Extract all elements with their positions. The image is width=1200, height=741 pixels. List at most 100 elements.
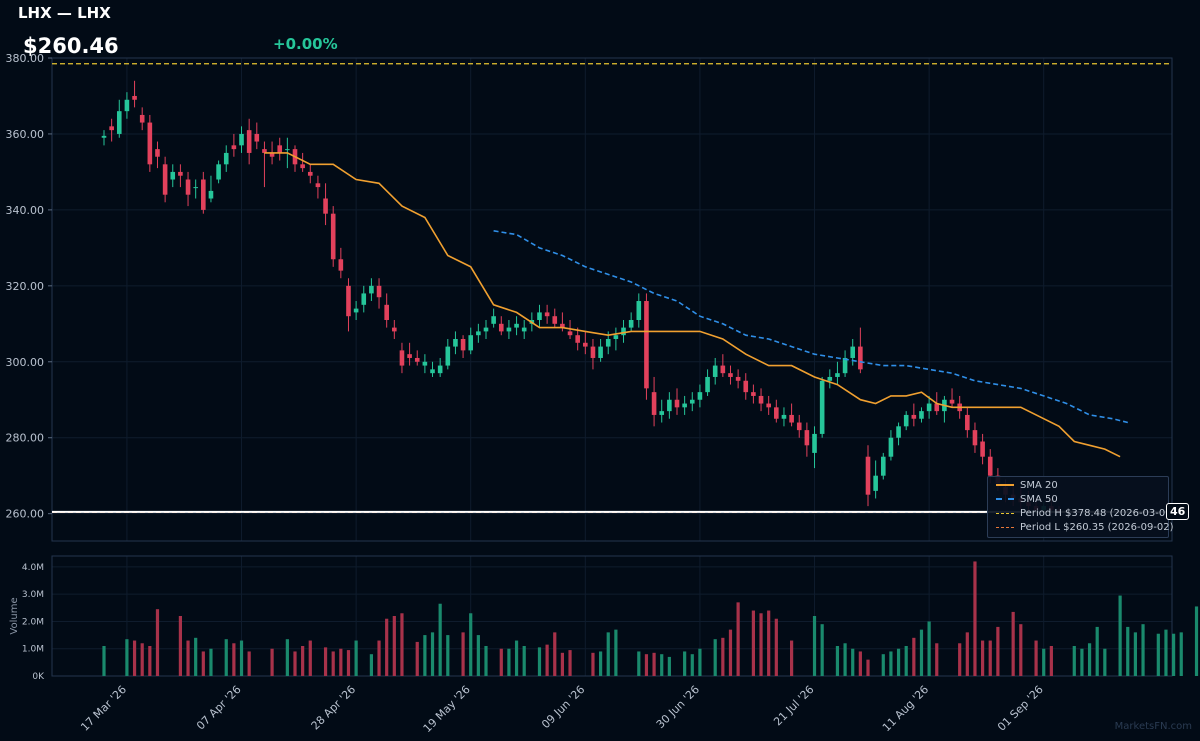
candle-body <box>605 338 611 347</box>
candle <box>667 392 672 419</box>
candle <box>491 308 496 328</box>
candle <box>758 388 764 412</box>
candle <box>437 357 443 377</box>
candle <box>689 392 695 412</box>
volume-bar <box>644 654 649 676</box>
candle-body <box>896 426 901 438</box>
chart-legend: SMA 20 SMA 50 Period H $378.48 (2026-03-… <box>987 476 1176 538</box>
candle <box>430 361 435 377</box>
candle-body <box>498 323 504 332</box>
candle <box>262 141 267 188</box>
volume-bar <box>614 629 618 676</box>
x-tick-label: 28 Apr '26 <box>309 683 359 733</box>
volume-bar <box>1194 606 1199 676</box>
candle-body <box>758 395 764 404</box>
x-tick-label: 07 Apr '26 <box>194 683 244 733</box>
candle <box>468 327 474 355</box>
volume-bar <box>988 640 992 676</box>
candle <box>965 407 970 438</box>
candle <box>888 430 894 461</box>
volume-bar <box>935 643 939 676</box>
x-tick-label: 09 Jun '26 <box>539 683 587 731</box>
candle <box>422 354 428 374</box>
candle-body <box>392 327 397 332</box>
candle-body <box>468 335 474 351</box>
chart-title: LHX — LHX <box>18 4 111 22</box>
volume-bar <box>499 648 503 676</box>
candle-body <box>338 259 344 271</box>
candle-body <box>819 380 825 434</box>
indicator-lines <box>52 63 1172 513</box>
candle <box>376 278 382 309</box>
candle <box>246 118 252 165</box>
volume-bar <box>1133 632 1137 676</box>
candle <box>407 342 412 366</box>
volume-bar <box>1172 633 1176 676</box>
candle <box>231 133 237 157</box>
volume-bar <box>392 616 396 676</box>
candle <box>705 369 710 396</box>
candle <box>812 426 817 469</box>
candle-body <box>185 179 191 195</box>
candle <box>728 365 733 385</box>
candle-body <box>445 346 451 366</box>
legend-swatch-period-high <box>996 512 1014 514</box>
candle-body <box>789 414 794 423</box>
volume-bar <box>476 635 480 676</box>
candle <box>300 152 305 172</box>
volume-bar <box>331 651 335 676</box>
volume-bar <box>1103 648 1107 676</box>
candle-body <box>644 301 649 389</box>
candle-body <box>178 171 183 176</box>
candle <box>338 247 344 279</box>
candle <box>903 411 909 431</box>
price-tick-label: 380.00 <box>6 52 45 65</box>
volume-bar <box>912 637 916 676</box>
candle-body <box>514 323 519 328</box>
price-tick-label: 360.00 <box>6 128 45 141</box>
x-tick-label: 17 Mar '26 <box>78 683 129 734</box>
volume-bar <box>1156 633 1160 676</box>
volume-bar <box>812 616 817 676</box>
candle <box>682 395 687 415</box>
volume-bar <box>209 648 213 676</box>
volume-bar <box>438 603 442 676</box>
candle-body <box>911 414 917 419</box>
candle-body <box>315 183 321 188</box>
candle <box>774 399 779 423</box>
watermark: MarketsFN.com <box>1114 721 1192 732</box>
candle <box>506 320 512 339</box>
volume-bar <box>1118 595 1122 676</box>
candle-body <box>598 346 603 358</box>
candle-body <box>796 422 802 431</box>
candlesticks <box>101 80 1062 514</box>
volume-bar <box>698 648 702 676</box>
candle-body <box>414 357 420 362</box>
candle <box>926 395 932 419</box>
candle <box>712 357 718 385</box>
candle-body <box>934 403 940 412</box>
sma50-line <box>493 230 1128 424</box>
volume-bar <box>461 632 465 676</box>
x-tick-label: 01 Sep '26 <box>995 683 1046 734</box>
candle-body <box>743 380 749 393</box>
volume-bar <box>1179 632 1183 676</box>
x-tick-label: 30 Jun '26 <box>654 683 702 731</box>
volume-bar <box>1126 626 1130 676</box>
candle <box>392 320 397 339</box>
volume-bar <box>599 651 603 676</box>
candle <box>384 293 389 328</box>
volume-bar <box>553 632 557 676</box>
candle-body <box>201 179 206 210</box>
candle <box>865 445 871 507</box>
volume-bar <box>835 646 840 676</box>
volume-bar <box>1141 624 1145 676</box>
volume-bar <box>1049 646 1053 676</box>
volume-bar <box>652 652 656 676</box>
candle-body <box>155 149 160 157</box>
candle-body <box>139 114 145 123</box>
candle-body <box>590 346 596 358</box>
candle-body <box>521 327 527 332</box>
candle-body <box>254 133 260 142</box>
volume-bar <box>377 640 381 676</box>
